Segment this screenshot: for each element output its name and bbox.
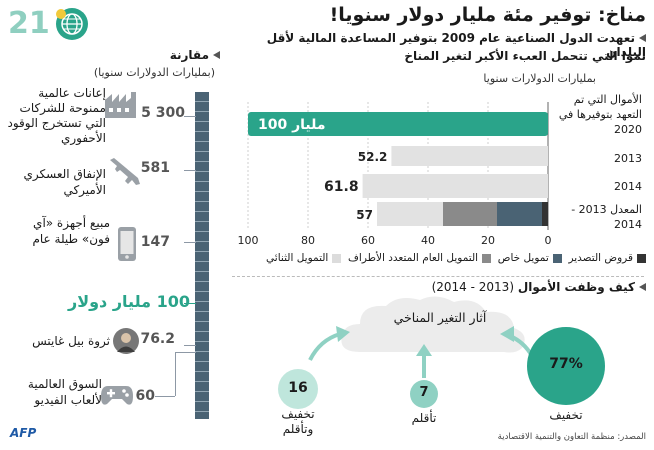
comparison-label-3: مبيع أجهزة «آي فون» طيلة عام bbox=[32, 216, 110, 246]
x-tick-label: 60 bbox=[361, 234, 375, 247]
bar-value-label: 100 مليار bbox=[258, 117, 326, 133]
comparison-label-2: الإنفاق العسكري الأميركي bbox=[23, 167, 107, 197]
gamepad-icon bbox=[100, 380, 134, 408]
legend-item-multilateral: التمويل العام المتعدد الأطراف bbox=[348, 252, 492, 264]
page-subtitle-2: نموا التي تتحمل العبء الأكبر لتغير المنا… bbox=[404, 49, 646, 63]
category-label-3: 2014 bbox=[614, 180, 642, 193]
comparison-value-6: 60 bbox=[135, 388, 155, 404]
bar-segment bbox=[391, 146, 548, 166]
comparison-value-1: 5 300 bbox=[141, 105, 185, 121]
comparison-label-5: ثروة بيل غايتس bbox=[32, 334, 110, 348]
afp-logo: AFP bbox=[10, 426, 37, 440]
bar-value-label: 57 bbox=[356, 208, 373, 222]
page-subtitle: تعهدت الدول الصناعية عام 2009 بتوفير الم… bbox=[266, 31, 646, 59]
comparison-leader-6c bbox=[155, 396, 175, 397]
legend-item-private: تمويل خاص bbox=[498, 252, 562, 264]
bar-segment bbox=[377, 202, 443, 226]
pointer-icon bbox=[639, 283, 646, 291]
bar-segment bbox=[443, 202, 497, 226]
circle-mitigation-value: 77% bbox=[549, 356, 583, 372]
category-label-1: الأموال التي تم التعهد بتوفيرها في 2020 bbox=[558, 93, 642, 136]
bar-segment bbox=[248, 112, 548, 136]
x-tick-label: 100 bbox=[238, 234, 259, 247]
x-tick-label: 0 bbox=[545, 234, 552, 247]
rifle-icon bbox=[108, 154, 142, 188]
comparison-scale-ticks bbox=[195, 92, 209, 419]
bar-value-label: 61.8 bbox=[324, 179, 359, 195]
comparison-leader-4 bbox=[184, 303, 196, 304]
comparison-label-6: السوق العالمية لألعاب الفيديو bbox=[27, 377, 102, 407]
comparison-leader-6 bbox=[175, 352, 176, 396]
pointer-icon bbox=[639, 34, 646, 42]
usage-title: كيف وظفت الأموال (2013 - 2014) bbox=[346, 280, 646, 294]
category-label-4: المعدل 2013 - 2014 bbox=[571, 203, 642, 231]
circle-both-value: 16 bbox=[288, 380, 308, 396]
legend-item-bilateral: التمويل الثنائي bbox=[266, 252, 342, 264]
chart-unit-label: بمليارات الدولارات سنويا bbox=[483, 72, 596, 85]
comparison-value-3: 147 bbox=[140, 234, 170, 250]
legend-item-export: قروض التصدير bbox=[568, 252, 646, 264]
pointer-icon bbox=[213, 51, 220, 59]
circle-both-label: تخفيف وتأقلم bbox=[281, 407, 315, 436]
comparison-leader-2 bbox=[184, 170, 196, 171]
cloud-shape bbox=[336, 294, 532, 360]
circle-adaptation-value: 7 bbox=[419, 385, 429, 400]
category-label-2: 2013 bbox=[614, 152, 642, 165]
cloud-label: آثار التغير المناخي bbox=[393, 310, 487, 325]
x-tick-label: 80 bbox=[301, 234, 315, 247]
source-note: المصدر: منظمة التعاون والتنمية الاقتصادي… bbox=[497, 432, 646, 442]
comparison-leader-1 bbox=[184, 116, 196, 117]
circle-mitigation bbox=[527, 327, 605, 405]
x-tick-label: 20 bbox=[481, 234, 495, 247]
comparison-leader-5 bbox=[184, 345, 196, 346]
factory-icon bbox=[103, 90, 139, 120]
comparison-leader-6b bbox=[175, 352, 196, 353]
bar-segment bbox=[497, 202, 542, 226]
comparison-value-5: 76.2 bbox=[140, 331, 175, 347]
comparison-title: مقارنة bbox=[120, 48, 220, 62]
circle-adaptation-label: تأقلم bbox=[411, 411, 437, 425]
globe-icon bbox=[54, 6, 90, 42]
bar-chart: 100 80 60 40 20 0 100 مليار 52.2 61.8 57 bbox=[238, 102, 552, 247]
bar-value-label: 52.2 bbox=[358, 150, 388, 164]
comparison-label-1: إعانات عالمية ممنوحة للشركات التي تستخرج… bbox=[7, 86, 107, 145]
comparison-leader-3 bbox=[184, 242, 196, 243]
person-icon bbox=[112, 327, 140, 355]
bar-segment bbox=[542, 202, 548, 226]
bar-segment bbox=[362, 174, 548, 198]
phone-icon bbox=[116, 226, 138, 262]
chart-legend: قروض التصدير تمويل خاص التمويل العام الم… bbox=[238, 252, 646, 264]
circle-mitigation-label: تخفيف bbox=[549, 408, 583, 422]
circle-adaptation bbox=[410, 380, 438, 408]
comparison-unit: (بمليارات الدولارات سنويا) bbox=[93, 66, 215, 79]
comparison-value-4: 100 مليار دولار bbox=[67, 292, 190, 311]
page-title: مناخ: توفير مئة مليار دولار سنويا! bbox=[329, 4, 646, 26]
issue-number: 21 bbox=[8, 6, 50, 41]
usage-divider bbox=[232, 276, 644, 277]
comparison-value-2: 581 bbox=[140, 160, 170, 176]
circle-both bbox=[278, 369, 318, 409]
x-tick-label: 40 bbox=[421, 234, 435, 247]
